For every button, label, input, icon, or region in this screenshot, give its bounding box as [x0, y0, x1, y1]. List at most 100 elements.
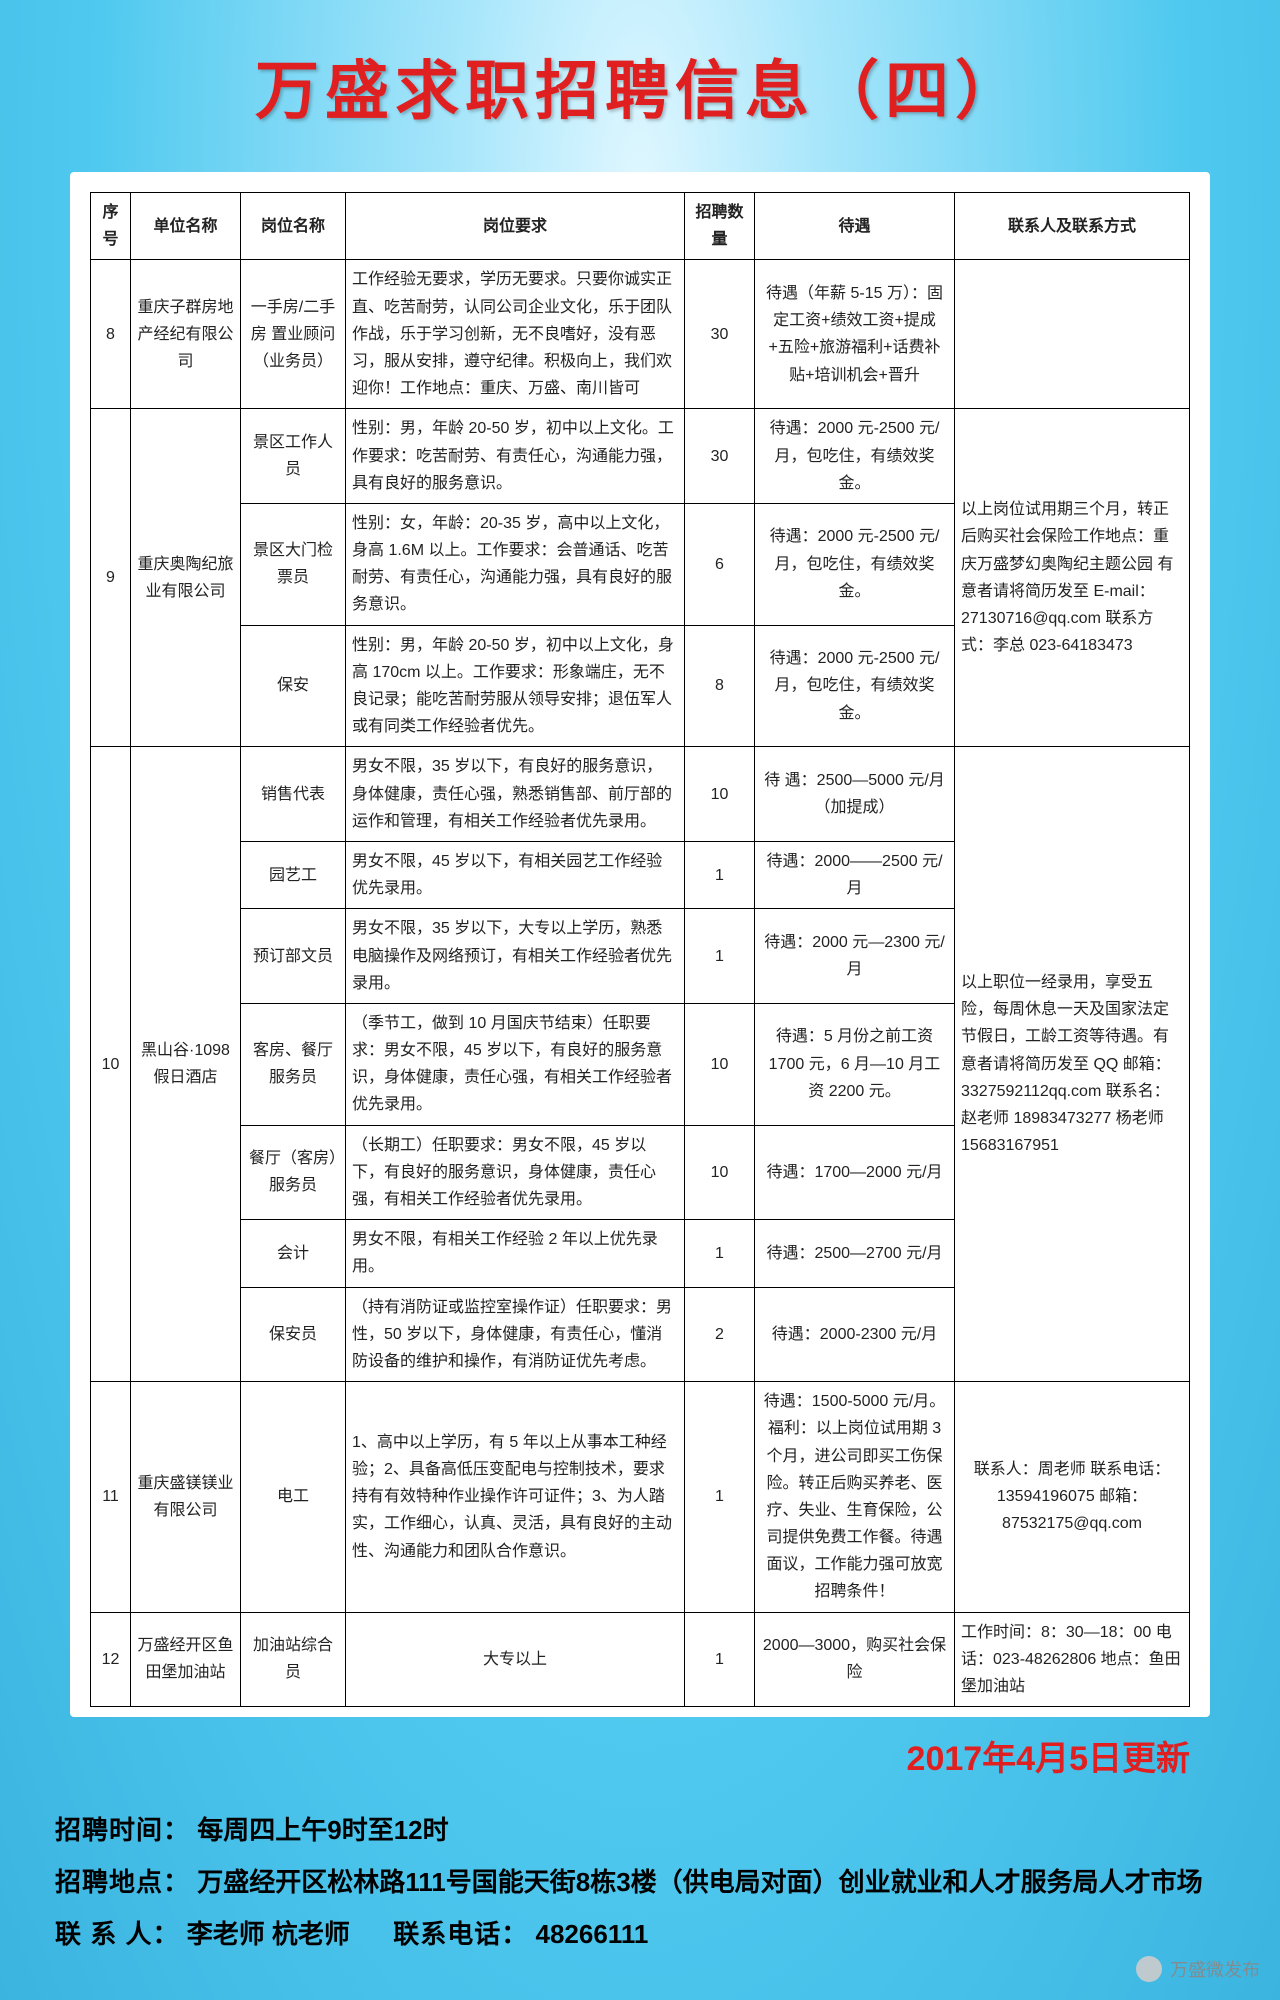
cell-company: 重庆子群房地产经纪有限公司	[131, 260, 241, 409]
footer-l1-label: 招聘时间：	[55, 1815, 190, 1845]
cell-salary: 待遇：5 月份之前工资 1700 元，6 月—10 月工资 2200 元。	[755, 1003, 955, 1125]
cell-position: 客房、餐厅服务员	[241, 1003, 346, 1125]
cell-position: 加油站综合员	[241, 1612, 346, 1707]
cell-num: 1	[685, 1382, 755, 1613]
cell-req: 工作经验无要求，学历无要求。只要你诚实正直、吃苦耐劳，认同公司企业文化，乐于团队…	[346, 260, 685, 409]
cell-num: 8	[685, 625, 755, 747]
cell-position: 保安	[241, 625, 346, 747]
cell-seq: 9	[91, 409, 131, 747]
cell-position: 一手房/二手房 置业顾问（业务员）	[241, 260, 346, 409]
cell-salary: 待遇：2000-2300 元/月	[755, 1287, 955, 1382]
th-contact: 联系人及联系方式	[955, 193, 1190, 260]
th-num: 招聘数量	[685, 193, 755, 260]
cell-num: 1	[685, 909, 755, 1004]
watermark-text: 万盛微发布	[1170, 1956, 1260, 1982]
page-title-wrap: 万盛求职招聘信息（四）	[0, 0, 1280, 152]
footer-line-2: 招聘地点： 万盛经开区松林路111号国能天街8栋3楼（供电局对面）创业就业和人才…	[55, 1856, 1240, 1908]
table-row: 11 重庆盛镁镁业有限公司 电工 1、高中以上学历，有 5 年以上从事本工种经验…	[91, 1382, 1190, 1613]
cell-req: （季节工，做到 10 月国庆节结束）任职要求：男女不限，45 岁以下，有良好的服…	[346, 1003, 685, 1125]
footer-l3b-label: 联系电话：	[393, 1919, 528, 1949]
cell-num: 6	[685, 503, 755, 625]
cell-position: 餐厅（客房）服务员	[241, 1125, 346, 1220]
cell-company: 黑山谷·1098 假日酒店	[131, 747, 241, 1382]
cell-req: 性别：男，年龄 20-50 岁，初中以上文化。工作要求：吃苦耐劳、有责任心，沟通…	[346, 409, 685, 504]
cell-salary: 2000—3000，购买社会保险	[755, 1612, 955, 1707]
cell-salary: 待遇：2000 元-2500 元/月，包吃住，有绩效奖金。	[755, 503, 955, 625]
th-req: 岗位要求	[346, 193, 685, 260]
footer-line-3: 联 系 人： 李老师 杭老师 联系电话： 48266111	[55, 1908, 1240, 1960]
th-company: 单位名称	[131, 193, 241, 260]
cell-contact: 工作时间：8：30—18：00 电话：023-48262806 地点：鱼田堡加油…	[955, 1612, 1190, 1707]
cell-seq: 10	[91, 747, 131, 1382]
cell-position: 电工	[241, 1382, 346, 1613]
footer-l3b-text: 48266111	[536, 1919, 649, 1949]
cell-num: 1	[685, 841, 755, 908]
th-seq: 序号	[91, 193, 131, 260]
cell-num: 1	[685, 1220, 755, 1287]
cell-position: 园艺工	[241, 841, 346, 908]
page-title: 万盛求职招聘信息（四）	[0, 40, 1280, 132]
cell-contact	[955, 260, 1190, 409]
cell-req: 性别：女，年龄：20-35 岁，高中以上文化，身高 1.6M 以上。工作要求：会…	[346, 503, 685, 625]
table-row: 12 万盛经开区鱼田堡加油站 加油站综合员 大专以上 1 2000—3000，购…	[91, 1612, 1190, 1707]
cell-num: 30	[685, 409, 755, 504]
update-date: 2017年4月5日更新	[0, 1717, 1280, 1780]
cell-seq: 8	[91, 260, 131, 409]
cell-contact: 以上岗位试用期三个月，转正后购买社会保险工作地点：重庆万盛梦幻奥陶纪主题公园 有…	[955, 409, 1190, 747]
footer-l1-text: 每周四上午9时至12时	[197, 1815, 448, 1845]
cell-salary: 待 遇：2500—5000 元/月（加提成）	[755, 747, 955, 842]
footer-l2-label: 招聘地点：	[55, 1867, 190, 1897]
cell-req: 1、高中以上学历，有 5 年以上从事本工种经验；2、具备高低压变配电与控制技术，…	[346, 1382, 685, 1613]
job-table: 序号 单位名称 岗位名称 岗位要求 招聘数量 待遇 联系人及联系方式 8 重庆子…	[90, 192, 1190, 1707]
cell-num: 1	[685, 1612, 755, 1707]
cell-position: 景区工作人员	[241, 409, 346, 504]
footer-l3a-label: 联 系 人：	[55, 1919, 179, 1949]
cell-req: （长期工）任职要求：男女不限，45 岁以下，有良好的服务意识，身体健康，责任心强…	[346, 1125, 685, 1220]
cell-req: 男女不限，35 岁以下，有良好的服务意识，身体健康，责任心强，熟悉销售部、前厅部…	[346, 747, 685, 842]
cell-contact: 联系人：周老师 联系电话：13594196075 邮箱：87532175@qq.…	[955, 1382, 1190, 1613]
cell-position: 会计	[241, 1220, 346, 1287]
cell-position: 销售代表	[241, 747, 346, 842]
footer-l3a-text: 李老师 杭老师	[187, 1919, 350, 1949]
cell-company: 万盛经开区鱼田堡加油站	[131, 1612, 241, 1707]
cell-salary: 待遇：2000 元-2500 元/月，包吃住，有绩效奖金。	[755, 625, 955, 747]
th-salary: 待遇	[755, 193, 955, 260]
cell-seq: 11	[91, 1382, 131, 1613]
table-row: 10 黑山谷·1098 假日酒店 销售代表 男女不限，35 岁以下，有良好的服务…	[91, 747, 1190, 842]
wechat-logo-icon	[1136, 1956, 1162, 1982]
cell-position: 景区大门检票员	[241, 503, 346, 625]
cell-num: 10	[685, 747, 755, 842]
footer-l2-text: 万盛经开区松林路111号国能天街8栋3楼（供电局对面）创业就业和人才服务局人才市…	[197, 1867, 1202, 1897]
cell-seq: 12	[91, 1612, 131, 1707]
cell-company: 重庆盛镁镁业有限公司	[131, 1382, 241, 1613]
footer: 招聘时间： 每周四上午9时至12时 招聘地点： 万盛经开区松林路111号国能天街…	[55, 1804, 1240, 1960]
cell-salary: 待遇：2000——2500 元/月	[755, 841, 955, 908]
cell-salary: 待遇：1700—2000 元/月	[755, 1125, 955, 1220]
cell-num: 30	[685, 260, 755, 409]
footer-line-1: 招聘时间： 每周四上午9时至12时	[55, 1804, 1240, 1856]
cell-req: 男女不限，45 岁以下，有相关园艺工作经验优先录用。	[346, 841, 685, 908]
table-header-row: 序号 单位名称 岗位名称 岗位要求 招聘数量 待遇 联系人及联系方式	[91, 193, 1190, 260]
table-panel: 序号 单位名称 岗位名称 岗位要求 招聘数量 待遇 联系人及联系方式 8 重庆子…	[70, 172, 1210, 1717]
cell-salary: 待遇：2000 元-2500 元/月，包吃住，有绩效奖金。	[755, 409, 955, 504]
watermark: 万盛微发布	[1136, 1956, 1260, 1982]
cell-req: （持有消防证或监控室操作证）任职要求：男性，50 岁以下，身体健康，有责任心，懂…	[346, 1287, 685, 1382]
table-row: 9 重庆奥陶纪旅业有限公司 景区工作人员 性别：男，年龄 20-50 岁，初中以…	[91, 409, 1190, 504]
table-row: 8 重庆子群房地产经纪有限公司 一手房/二手房 置业顾问（业务员） 工作经验无要…	[91, 260, 1190, 409]
table-body: 8 重庆子群房地产经纪有限公司 一手房/二手房 置业顾问（业务员） 工作经验无要…	[91, 260, 1190, 1707]
cell-req: 性别：男，年龄 20-50 岁，初中以上文化，身高 170cm 以上。工作要求：…	[346, 625, 685, 747]
cell-num: 10	[685, 1003, 755, 1125]
cell-req: 男女不限，有相关工作经验 2 年以上优先录用。	[346, 1220, 685, 1287]
cell-contact: 以上职位一经录用，享受五险，每周休息一天及国家法定节假日，工龄工资等待遇。有意者…	[955, 747, 1190, 1382]
cell-salary: 待遇：2500—2700 元/月	[755, 1220, 955, 1287]
cell-salary: 待遇：1500-5000 元/月。福利：以上岗位试用期 3 个月，进公司即买工伤…	[755, 1382, 955, 1613]
cell-salary: 待遇：2000 元—2300 元/月	[755, 909, 955, 1004]
cell-salary: 待遇（年薪 5-15 万）：固定工资+绩效工资+提成+五险+旅游福利+话费补贴+…	[755, 260, 955, 409]
cell-num: 2	[685, 1287, 755, 1382]
cell-num: 10	[685, 1125, 755, 1220]
th-position: 岗位名称	[241, 193, 346, 260]
cell-req: 男女不限，35 岁以下，大专以上学历，熟悉电脑操作及网络预订，有相关工作经验者优…	[346, 909, 685, 1004]
cell-company: 重庆奥陶纪旅业有限公司	[131, 409, 241, 747]
cell-position: 保安员	[241, 1287, 346, 1382]
cell-position: 预订部文员	[241, 909, 346, 1004]
